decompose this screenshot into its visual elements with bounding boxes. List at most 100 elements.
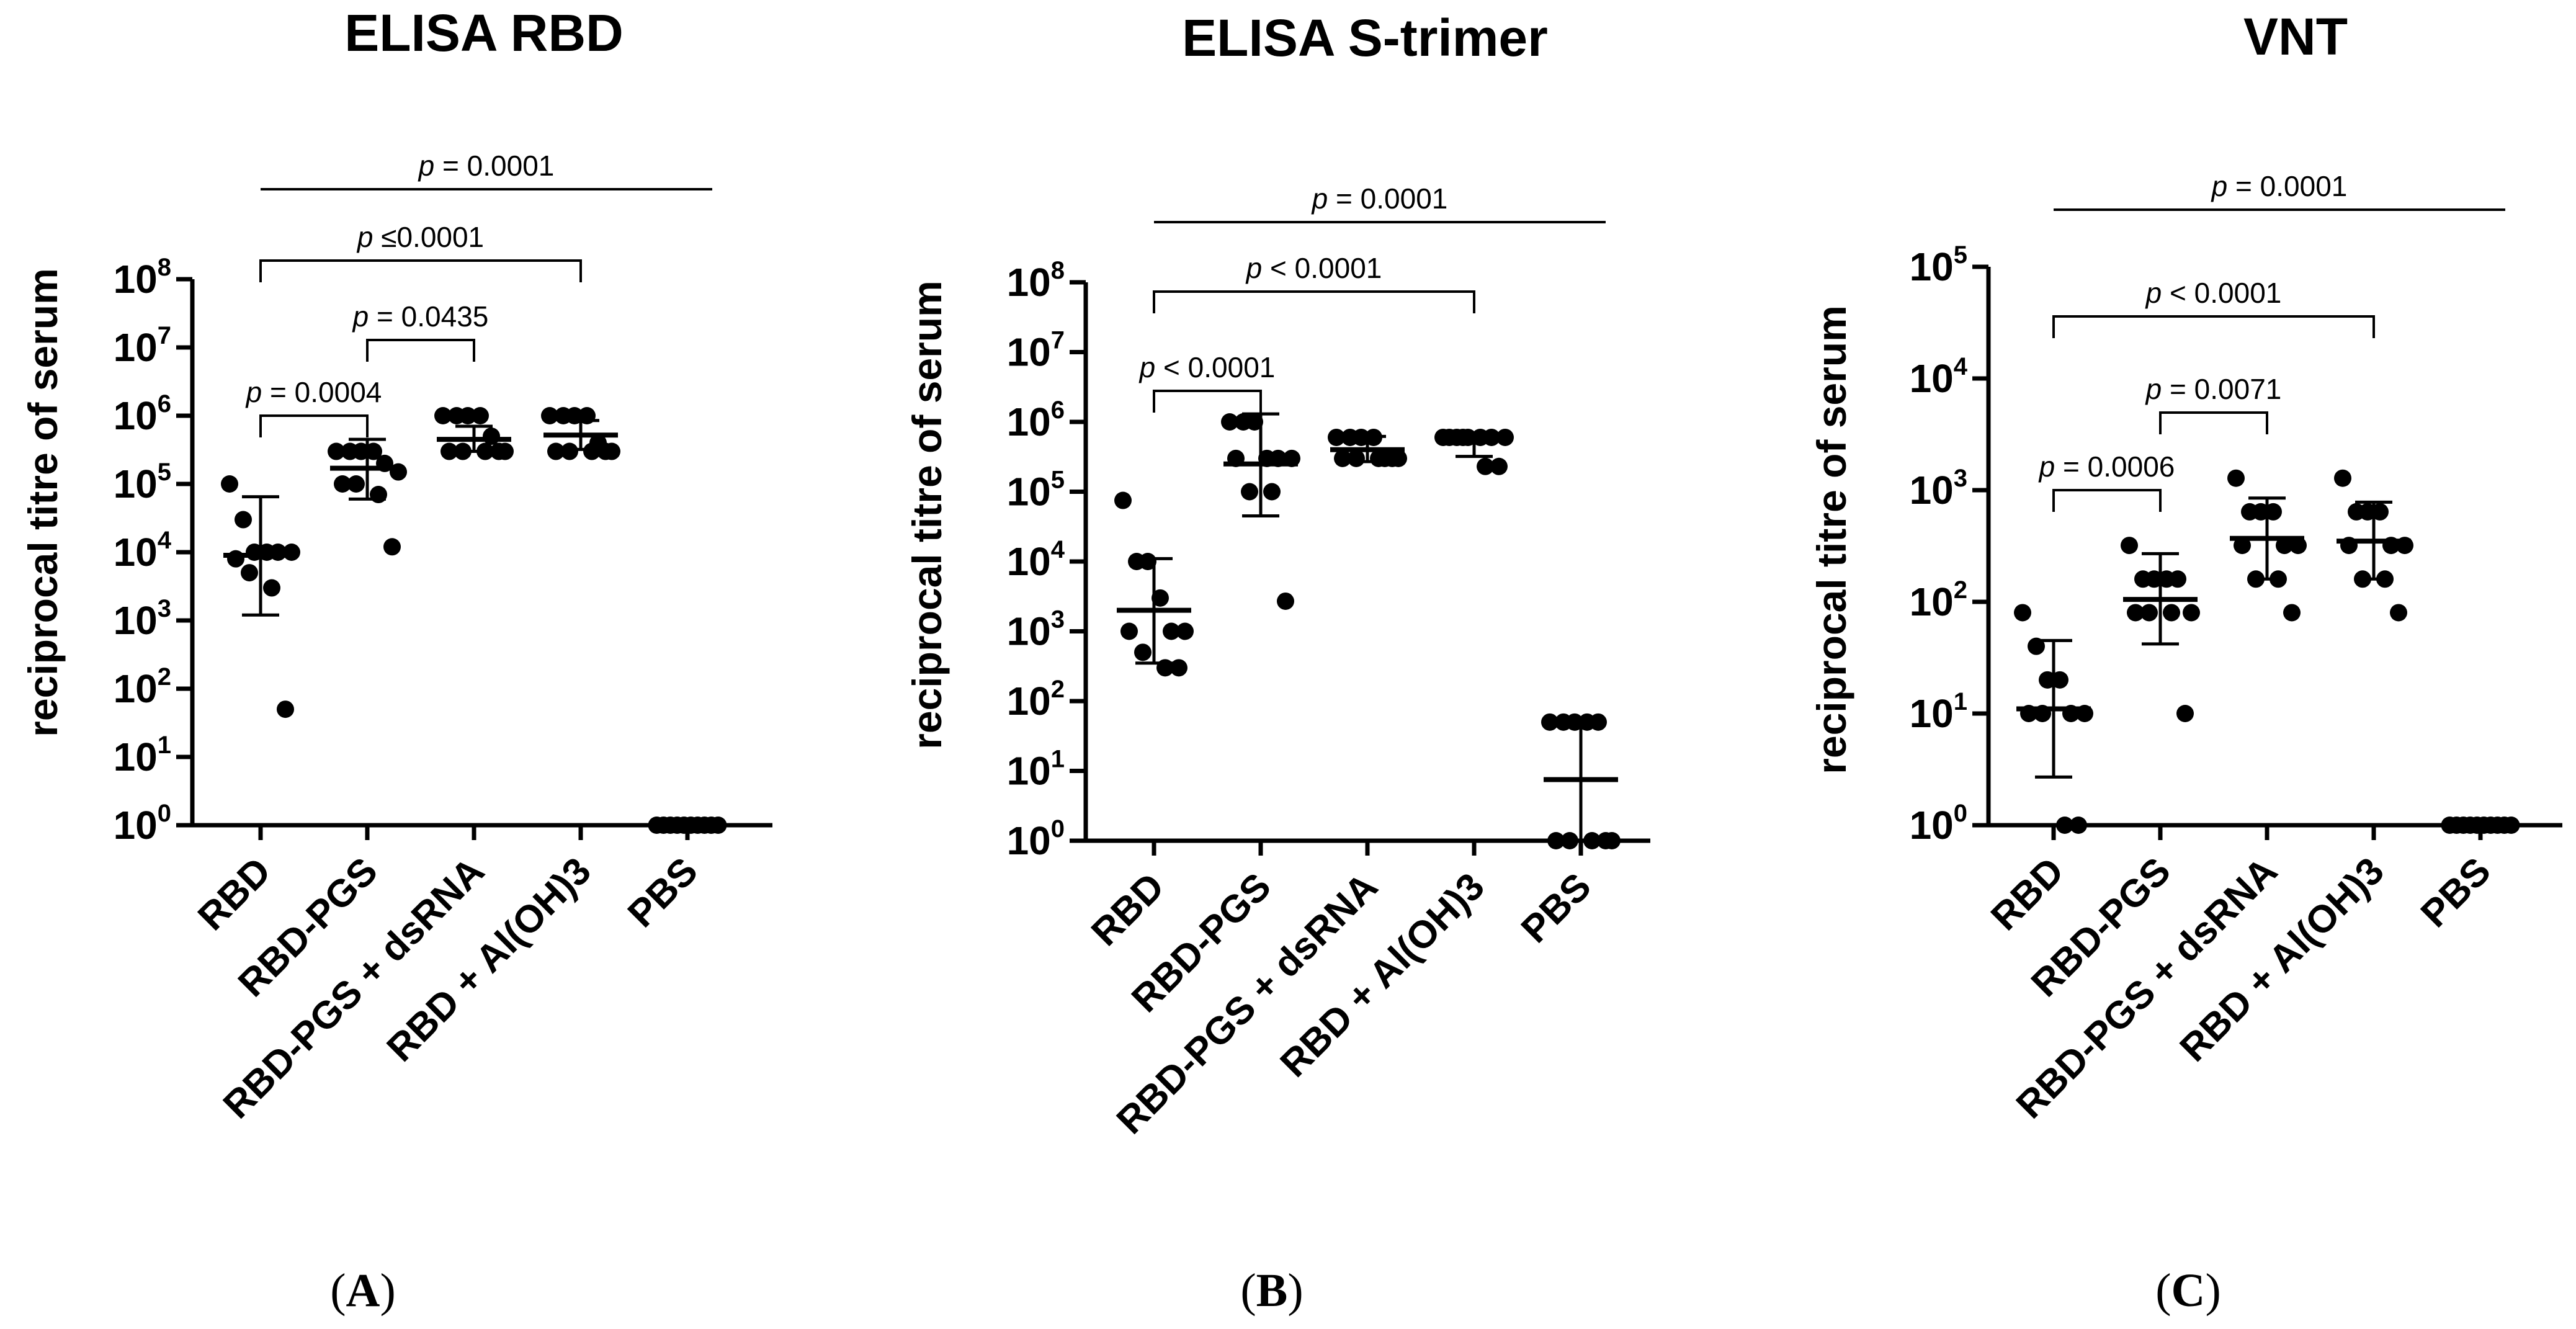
- tick-exponent: 6: [1051, 396, 1065, 424]
- tick-exponent: 1: [158, 732, 171, 759]
- data-point: [1170, 659, 1187, 677]
- p-value-label: p < 0.0001: [2145, 277, 2282, 309]
- tick-exponent: 7: [158, 322, 171, 349]
- data-point: [2227, 469, 2245, 487]
- data-point: [1221, 413, 1238, 431]
- bracket-line: [259, 414, 369, 437]
- data-point: [1120, 622, 1138, 640]
- tick-base: 10: [114, 462, 158, 506]
- significance-bracket: p < 0.0001: [1138, 351, 1275, 413]
- tick-exponent: 7: [1051, 327, 1065, 354]
- tick-base: 10: [1007, 470, 1051, 514]
- y-tick-label: 106: [114, 390, 171, 438]
- tick-exponent: 2: [1954, 576, 1967, 604]
- chart-title: ELISA RBD: [344, 4, 624, 62]
- p-value-label: p ≤0.0001: [356, 221, 484, 253]
- panel-letter-value: B: [1256, 1264, 1288, 1317]
- p-value-label: p = 0.0001: [1311, 182, 1448, 215]
- panel-letter: (A): [330, 1264, 396, 1317]
- data-point: [1176, 622, 1194, 640]
- y-tick-label: 102: [114, 663, 171, 711]
- data-point: [221, 475, 238, 493]
- y-tick-label: 103: [114, 595, 171, 643]
- p-symbol: p: [356, 221, 381, 253]
- y-tick-label: 103: [1007, 606, 1065, 654]
- tick-exponent: 2: [158, 663, 171, 691]
- y-tick-label: 100: [114, 800, 171, 848]
- data-point: [283, 544, 300, 561]
- tick-exponent: 3: [1051, 606, 1065, 633]
- p-value: < 0.0001: [1270, 252, 1382, 284]
- data-point: [541, 407, 558, 424]
- tick-exponent: 4: [158, 527, 172, 554]
- p-symbol: p: [245, 376, 270, 408]
- data-point: [1348, 449, 1365, 467]
- tick-base: 10: [1007, 609, 1051, 654]
- data-point: [1134, 643, 1152, 661]
- data-group: [541, 407, 620, 460]
- data-point: [2265, 503, 2282, 521]
- data-point: [1328, 428, 1345, 446]
- tick-base: 10: [1910, 356, 1954, 401]
- y-tick-label: 100: [1910, 800, 1967, 848]
- significance-bracket: p ≤0.0001: [259, 221, 582, 282]
- y-tick-label: 104: [1910, 353, 1968, 401]
- data-point: [483, 427, 500, 445]
- significance-bracket: p = 0.0001: [261, 150, 712, 190]
- data-point: [1454, 428, 1472, 446]
- data-group: [434, 407, 514, 460]
- y-tick-label: 107: [1007, 327, 1065, 375]
- data-point: [1597, 832, 1614, 849]
- data-point: [227, 550, 244, 568]
- y-tick-label: 105: [1910, 241, 1967, 289]
- p-value-label: p = 0.0001: [418, 150, 555, 182]
- tick-exponent: 2: [1051, 676, 1065, 703]
- tick-exponent: 0: [1051, 815, 1065, 843]
- y-tick-label: 101: [1910, 688, 1967, 736]
- bracket-line: [1153, 290, 1475, 313]
- data-point: [2334, 469, 2351, 487]
- tick-exponent: 5: [1051, 467, 1065, 494]
- tick-exponent: 8: [158, 254, 171, 281]
- data-point: [2121, 537, 2138, 555]
- data-point: [365, 442, 382, 460]
- data-point: [2252, 503, 2270, 521]
- data-point: [2056, 817, 2073, 834]
- data-group: [2334, 469, 2413, 622]
- tick-exponent: 8: [1051, 257, 1065, 284]
- data-point: [1547, 832, 1565, 849]
- data-point: [547, 442, 565, 460]
- data-point: [334, 475, 351, 493]
- tick-base: 10: [1910, 803, 1954, 848]
- y-tick-label: 108: [114, 254, 171, 302]
- significance-bracket: p = 0.0435: [352, 300, 488, 362]
- significance-bracket: p < 0.0001: [1153, 252, 1475, 313]
- panel-letter: (C): [2155, 1264, 2221, 1317]
- significance-bracket: p = 0.0001: [1154, 182, 1606, 223]
- tick-base: 10: [1007, 749, 1051, 794]
- data-point: [1490, 457, 1508, 475]
- bracket-line: [1153, 390, 1262, 413]
- p-value: < 0.0001: [2170, 277, 2281, 309]
- data-point: [2140, 604, 2158, 622]
- p-symbol: p: [2211, 170, 2235, 202]
- data-group: [1328, 428, 1407, 467]
- data-point: [2183, 604, 2200, 622]
- data-point: [1541, 713, 1559, 731]
- tick-base: 10: [1910, 244, 1954, 289]
- tick-exponent: 6: [158, 390, 171, 418]
- p-symbol: p: [1138, 351, 1163, 383]
- data-group: [2227, 469, 2307, 622]
- p-symbol: p: [2145, 277, 2170, 309]
- data-point: [2070, 817, 2087, 834]
- data-point: [277, 700, 294, 718]
- data-group: [1434, 428, 1514, 475]
- data-point: [1263, 483, 1281, 501]
- data-point: [2169, 570, 2186, 588]
- data-point: [561, 442, 578, 460]
- panel-letter-value: C: [2171, 1264, 2206, 1317]
- tick-exponent: 0: [158, 800, 171, 827]
- data-point: [1246, 413, 1263, 431]
- p-value: = 0.0001: [442, 150, 554, 182]
